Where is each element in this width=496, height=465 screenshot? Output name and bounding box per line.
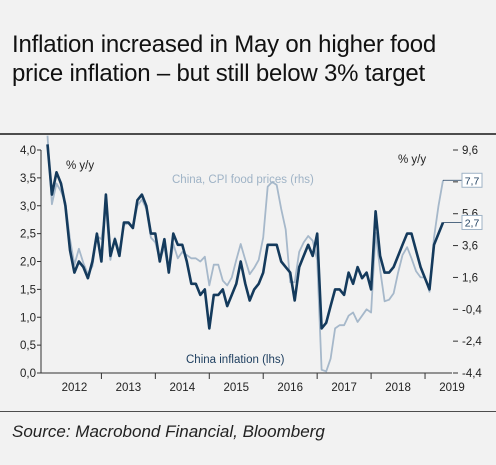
series-line-china-inflation — [46, 144, 445, 330]
x-tick-label: 2016 — [277, 382, 303, 394]
x-tick-label: 2014 — [170, 382, 196, 394]
x-tick-label: 2013 — [116, 382, 142, 394]
right-tick-label: 3,6 — [462, 241, 478, 253]
left-axis-ticks: 0,0 0,5 1,0 1,5 2,0 2,5 3,0 3,5 4,0 — [20, 145, 41, 380]
left-tick-label: 4,0 — [20, 145, 36, 157]
value-callouts: 7,7 2,7 — [442, 172, 483, 230]
callout-box — [461, 214, 483, 230]
x-tick-label: 2019 — [439, 382, 465, 394]
right-axis-unit: % y/y — [398, 154, 426, 166]
left-axis-unit: % y/y — [66, 160, 94, 172]
x-tick-label: 2017 — [331, 382, 357, 394]
right-tick-label: -2,4 — [462, 336, 482, 348]
x-tick-label: 2012 — [62, 382, 88, 394]
series-lines — [46, 135, 445, 373]
left-tick-label: 2,5 — [20, 229, 36, 241]
left-tick-label: 3,0 — [20, 201, 36, 213]
x-tick-label: 2015 — [223, 382, 249, 394]
x-axis-ticks: 2012 2013 2014 2015 2016 2017 2018 2019 — [62, 373, 465, 394]
callout-value-cpi-food: 7,7 — [465, 175, 480, 187]
x-tick-label: 2018 — [385, 382, 411, 394]
source-divider — [0, 411, 496, 412]
left-tick-label: 1,0 — [20, 312, 36, 324]
right-tick-label: 9,6 — [462, 145, 478, 157]
chart-title: Inflation increased in May on higher foo… — [12, 31, 437, 87]
left-tick-label: 2,0 — [20, 257, 36, 269]
legend-label-china-inflation: China inflation (lhs) — [186, 354, 285, 366]
title-divider — [0, 133, 496, 135]
left-tick-label: 1,5 — [20, 284, 36, 296]
left-tick-label: 3,5 — [20, 173, 36, 185]
right-tick-label: 1,6 — [462, 272, 478, 284]
line-chart: 0,0 0,5 1,0 1,5 2,0 2,5 3,0 3,5 4,0 -4,4 -2,4 -0,4… — [20, 135, 483, 394]
source-note: Source: Macrobond Financial, Bloomberg — [12, 422, 325, 441]
left-tick-label: 0,0 — [20, 368, 36, 380]
right-tick-label: -0,4 — [462, 304, 482, 316]
right-tick-label: -4,4 — [462, 368, 482, 380]
series-line-cpi-food — [46, 135, 444, 373]
callout-value-china-inflation: 2,7 — [465, 217, 480, 229]
right-axis-ticks: -4,4-2,4-0,41,63,65,67,69,6 — [453, 145, 482, 380]
left-tick-label: 0,5 — [20, 340, 36, 352]
legend-label-cpi-food: China, CPI food prices (rhs) — [172, 174, 314, 186]
callout-box — [461, 172, 483, 188]
